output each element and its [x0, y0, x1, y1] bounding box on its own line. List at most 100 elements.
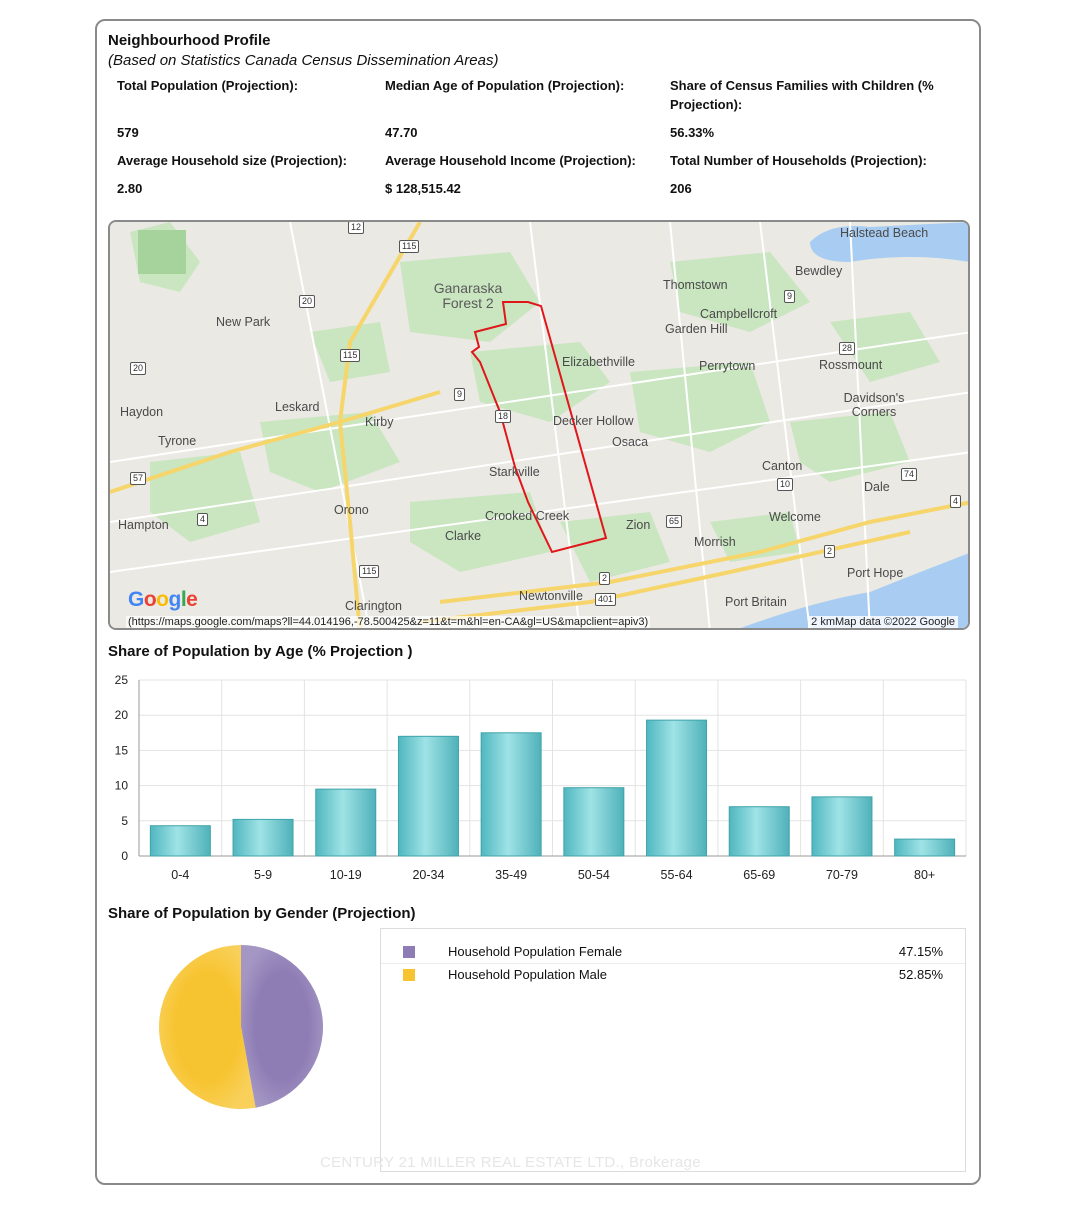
age-bar-5-9	[232, 818, 294, 857]
map-place: Newtonville	[519, 589, 583, 603]
road-shield: 9	[784, 290, 796, 303]
age-bar-0-4	[149, 825, 211, 857]
map-park	[138, 230, 186, 274]
road-shield: 115	[340, 349, 361, 362]
map-place: Welcome	[769, 510, 821, 524]
map-highways	[110, 222, 968, 628]
map-graphics	[110, 222, 968, 628]
legend-row-male: Household Population Male 52.85%	[381, 963, 965, 986]
y-tick-label: 15	[115, 743, 129, 757]
map-place: Thomstown	[663, 278, 728, 292]
map-place: Perrytown	[699, 359, 756, 373]
x-tick-label: 55-64	[661, 868, 693, 882]
age-bar-80+	[894, 838, 956, 857]
road-shield: 28	[839, 342, 856, 355]
map-place: Clarke	[445, 529, 482, 543]
map-place: Dale	[864, 480, 890, 494]
map-lake-ontario	[740, 553, 968, 628]
map-place: Halstead Beach	[840, 226, 929, 240]
stat-label-households: Total Number of Households (Projection):	[670, 153, 927, 168]
gender-chart-title: Share of Population by Gender (Projectio…	[108, 905, 416, 922]
stat-value-household-income: $ 128,515.42	[385, 181, 461, 196]
map-place: Haydon	[120, 405, 164, 419]
stat-value-households: 206	[670, 181, 692, 196]
x-tick-label: 20-34	[412, 868, 444, 882]
stat-label-household-income: Average Household Income (Projection):	[385, 153, 636, 168]
map-place: Campbellcroft	[700, 307, 778, 321]
map-place: Elizabethville	[562, 355, 635, 369]
gender-pie-chart	[158, 945, 323, 1109]
page-subtitle: (Based on Statistics Canada Census Disse…	[108, 52, 499, 69]
neighbourhood-boundary	[470, 301, 608, 554]
road-shield: 10	[777, 478, 794, 491]
pie-slice-household-population-female	[241, 945, 323, 1108]
road-shield: 12	[348, 222, 365, 234]
road-shield: 9	[454, 388, 466, 401]
stat-label-families-children: Share of Census Families with Children (…	[670, 78, 934, 112]
map-place: Davidson's Corners	[843, 391, 905, 419]
legend-row-female: Household Population Female 47.15%	[381, 940, 965, 964]
x-tick-label: 35-49	[495, 868, 527, 882]
page-title: Neighbourhood Profile	[108, 32, 271, 49]
pie-slice-household-population-male	[158, 945, 256, 1109]
map-forest-areas	[130, 222, 940, 582]
map-place: Clarington	[345, 599, 402, 613]
map-place: Orono	[334, 503, 369, 517]
map-place: Kirby	[365, 415, 394, 429]
y-tick-label: 10	[115, 779, 129, 793]
age-bar-10-19	[315, 788, 377, 857]
gender-legend: Household Population Female 47.15% House…	[380, 928, 966, 1172]
map-place: Zion	[626, 518, 651, 532]
road-shield: 4	[197, 513, 209, 526]
map-place: Tyrone	[158, 434, 197, 448]
road-shield: 18	[495, 410, 512, 423]
x-tick-label: 80+	[914, 868, 935, 882]
age-bar-35-49	[480, 732, 542, 857]
stat-value-median-age: 47.70	[385, 125, 418, 140]
age-bar-65-69	[728, 806, 790, 857]
x-tick-label: 65-69	[743, 868, 775, 882]
map-place: Leskard	[275, 400, 320, 414]
age-bar-20-34	[397, 735, 459, 857]
road-shield: 20	[130, 362, 147, 375]
map-place: Bewdley	[795, 264, 843, 278]
road-shield: 2	[599, 572, 611, 585]
map-place: Ganaraska Forest 2	[433, 280, 503, 311]
x-tick-label: 70-79	[826, 868, 858, 882]
map-place: Decker Hollow	[553, 414, 634, 428]
legend-swatch-female	[403, 946, 415, 958]
map-place: Garden Hill	[665, 322, 728, 336]
map-place: Osaca	[612, 435, 649, 449]
google-logo: Google	[128, 588, 198, 611]
x-tick-label: 10-19	[330, 868, 362, 882]
stat-label-median-age: Median Age of Population (Projection):	[385, 78, 625, 93]
road-shield: 57	[130, 472, 147, 485]
x-tick-label: 0-4	[171, 868, 189, 882]
road-shield: 74	[901, 468, 918, 481]
map-place: Rossmount	[819, 358, 883, 372]
map-minor-roads	[110, 222, 968, 628]
map-url-link[interactable]: (https://maps.google.com/maps?ll=44.0141…	[126, 616, 651, 628]
map-place: Port Hope	[847, 566, 904, 580]
legend-label-male: Household Population Male	[448, 967, 607, 982]
neighbourhood-map[interactable]: Halstead Beach Bewdley Thomstown Campbel…	[108, 220, 970, 630]
y-tick-label: 25	[115, 673, 129, 687]
legend-value-male: 52.85%	[898, 967, 943, 982]
x-tick-label: 50-54	[578, 868, 610, 882]
road-shield: 4	[950, 495, 962, 508]
legend-swatch-male	[403, 969, 415, 981]
map-place: Crooked Creek	[485, 509, 570, 523]
stat-value-total-population: 579	[117, 125, 139, 140]
map-place: Canton	[762, 459, 803, 473]
road-shield: 20	[299, 295, 316, 308]
age-bar-50-54	[563, 787, 625, 857]
road-shield: 115	[359, 565, 380, 578]
age-bar-chart: 0 5 10 15 20 25 0-4 5-9 10-19 20-34 35-49 50-54 55-6…	[115, 673, 967, 882]
road-shield: 115	[399, 240, 420, 253]
y-tick-label: 0	[121, 849, 128, 863]
y-tick-label: 5	[121, 814, 128, 828]
road-shield: 65	[666, 515, 683, 528]
stat-label-household-size: Average Household size (Projection):	[117, 153, 347, 168]
map-place: Starkville	[489, 465, 540, 479]
age-bar-55-64	[646, 719, 708, 857]
